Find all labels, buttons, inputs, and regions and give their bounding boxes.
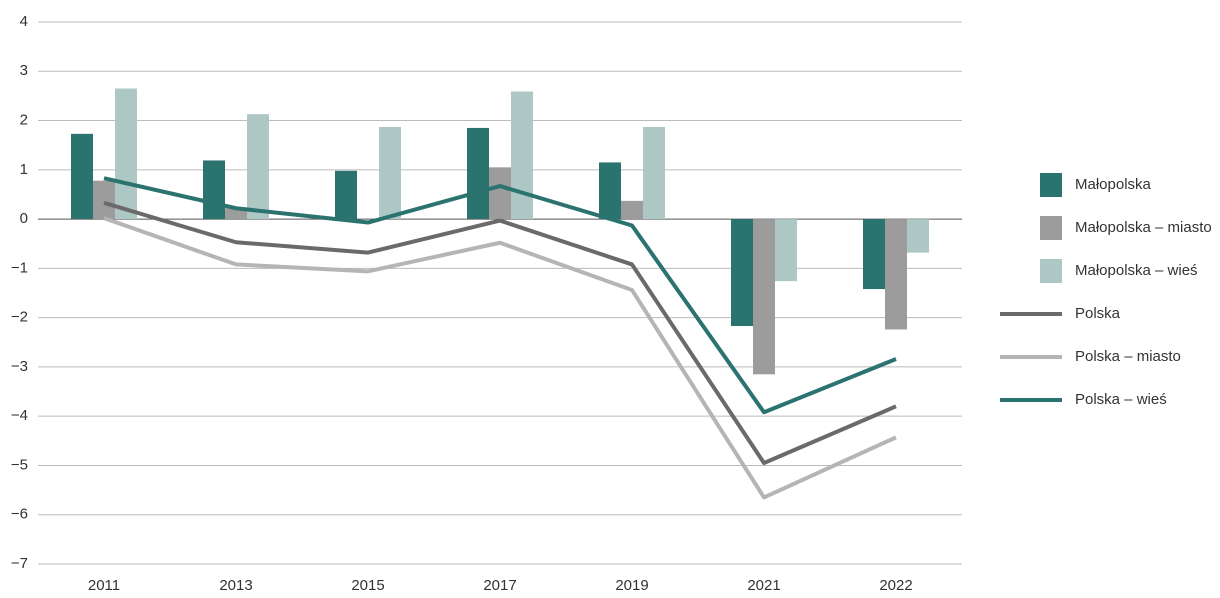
legend-label: Małopolska – wieś: [1075, 262, 1198, 279]
legend-swatch: [1040, 173, 1062, 197]
bar: [885, 219, 907, 330]
legend-label: Polska – miasto: [1075, 348, 1181, 365]
y-tick-label: −6: [11, 506, 28, 523]
x-tick-label: 2013: [219, 577, 252, 594]
x-tick-label: 2021: [747, 577, 780, 594]
bar: [753, 219, 775, 375]
x-tick-label: 2011: [88, 577, 120, 594]
y-tick-label: −7: [11, 555, 28, 572]
y-tick-label: −5: [11, 456, 28, 473]
y-tick-label: −2: [11, 309, 28, 326]
legend-swatch: [1040, 216, 1062, 240]
bar: [621, 200, 643, 220]
bar: [907, 219, 929, 253]
bar: [863, 219, 885, 290]
legend-swatch: [1040, 259, 1062, 283]
legend-label: Polska: [1075, 305, 1121, 322]
bar: [335, 170, 357, 220]
bar: [775, 219, 797, 282]
y-tick-label: 0: [20, 210, 28, 227]
bar: [71, 133, 93, 220]
bar: [379, 126, 401, 220]
line: [103, 176, 897, 415]
legend-label: Małopolska: [1075, 176, 1152, 193]
x-tick-label: 2019: [615, 577, 648, 594]
x-tick-label: 2015: [351, 577, 384, 594]
bar: [247, 114, 269, 220]
legend-label: Polska – wieś: [1075, 391, 1167, 408]
bar: [511, 91, 533, 220]
y-tick-label: −3: [11, 358, 28, 375]
y-tick-label: −4: [11, 407, 28, 424]
bar: [203, 160, 225, 220]
x-tick-label: 2022: [879, 577, 912, 594]
bar: [225, 208, 247, 220]
bar: [93, 180, 115, 220]
bar: [643, 126, 665, 220]
x-tick-label: 2017: [483, 577, 516, 594]
bar: [599, 162, 621, 220]
y-tick-label: 2: [20, 112, 28, 129]
bar: [731, 219, 753, 327]
bar: [489, 167, 511, 220]
y-tick-label: 1: [20, 161, 28, 178]
line: [103, 200, 897, 465]
bar: [115, 88, 137, 220]
y-tick-label: −1: [11, 259, 28, 276]
line: [103, 216, 897, 500]
y-tick-label: 3: [20, 62, 28, 79]
legend-label: Małopolska – miasto: [1075, 219, 1212, 236]
y-tick-label: 4: [20, 13, 28, 30]
bar: [467, 127, 489, 220]
